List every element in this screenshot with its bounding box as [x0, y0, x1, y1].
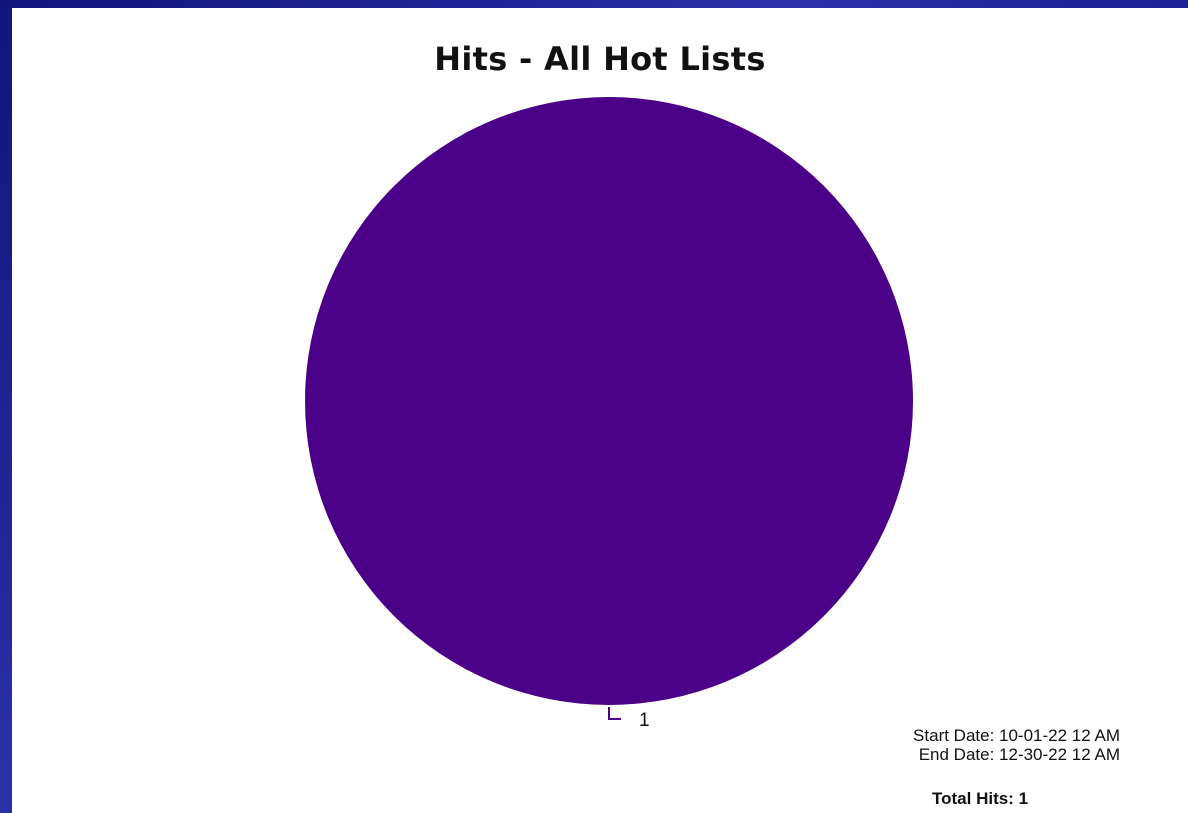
date-range: Start Date: 10-01-22 12 AM End Date: 12-…	[913, 726, 1120, 764]
pie-chart: 1	[305, 97, 913, 731]
total-hits: Total Hits: 1	[932, 789, 1028, 809]
total-hits-value: 1	[1018, 789, 1029, 808]
chart-panel: Hits - All Hot Lists 1 Start Date: 10-01…	[12, 8, 1188, 813]
pie-slice-label: 1	[639, 710, 650, 731]
pie-label-leader	[608, 707, 621, 720]
pie-slice	[305, 97, 913, 705]
end-date-text: End Date: 12-30-22 12 AM	[918, 745, 1120, 764]
total-hits-label: Total Hits:	[932, 789, 1014, 808]
chart-title: Hits - All Hot Lists	[434, 40, 766, 78]
pie-slices	[305, 97, 913, 705]
start-date-text: Start Date: 10-01-22 12 AM	[913, 726, 1120, 745]
pie-labels: 1	[608, 707, 650, 731]
